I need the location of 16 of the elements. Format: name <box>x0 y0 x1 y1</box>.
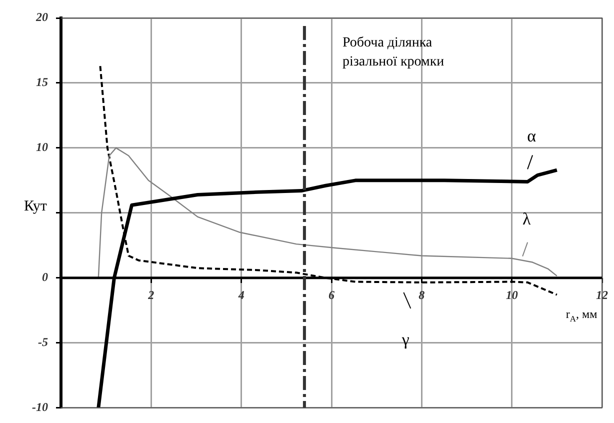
y-tick-label: 20 <box>35 10 48 24</box>
y-tick-label: 0 <box>42 270 48 284</box>
y-tick-label: -10 <box>32 400 48 414</box>
text: γ <box>400 330 410 349</box>
x-tick-label: 2 <box>147 288 154 302</box>
y-tick-label: -5 <box>38 334 48 349</box>
x-tick-label: 8 <box>418 288 425 302</box>
x-tick-label: 4 <box>237 288 244 302</box>
series-label: λ <box>522 210 532 229</box>
x-tick-label: 10 <box>506 288 518 302</box>
ref-line-label: Робоча ділянка різальної кромки <box>342 36 445 70</box>
y-tick-label: 10 <box>36 140 48 154</box>
y-axis-title: Кут <box>24 198 48 214</box>
x-tick-label: 6 <box>328 288 334 302</box>
series-label: α <box>527 126 536 146</box>
y-tick-label: 15 <box>36 75 48 90</box>
